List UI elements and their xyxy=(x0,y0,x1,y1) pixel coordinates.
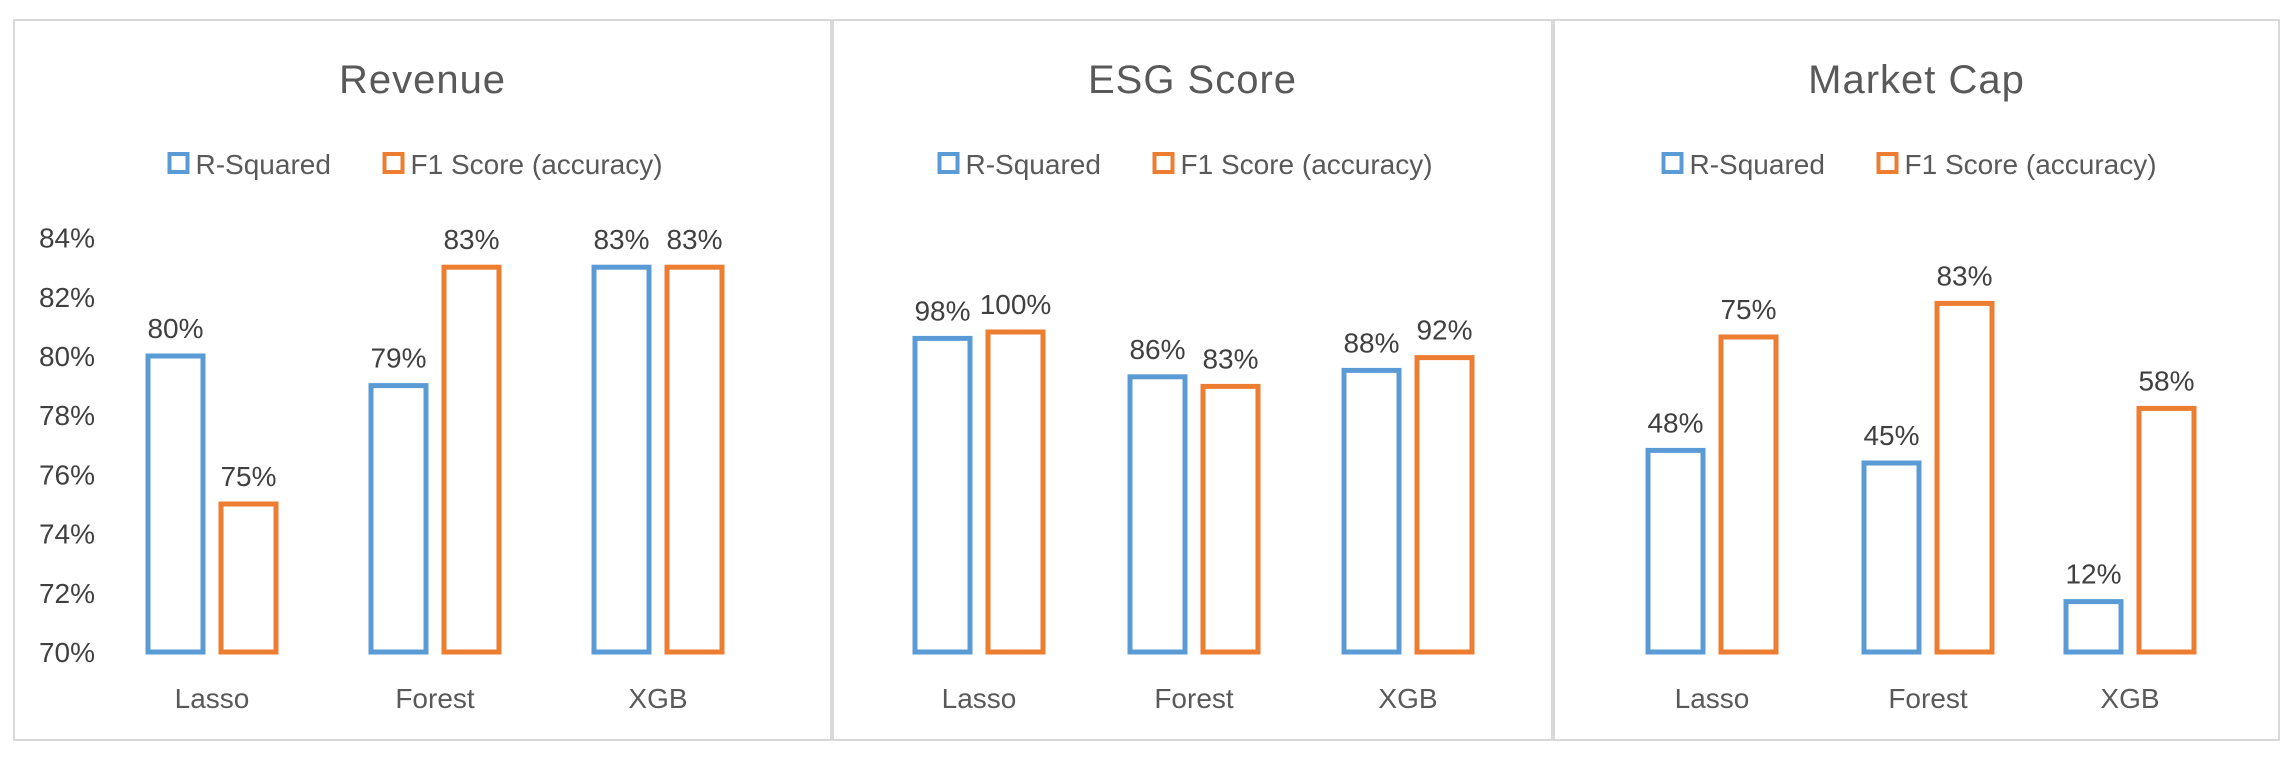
panel-title: Market Cap xyxy=(1808,58,2025,102)
data-label: 48% xyxy=(1647,407,1703,438)
bar-xgb-r-squared xyxy=(2063,599,2124,655)
bar-forest-r-squared xyxy=(1861,460,1922,655)
y-tick-label: 80% xyxy=(39,341,95,372)
data-label: 88% xyxy=(1343,327,1399,358)
category-label-forest: Forest xyxy=(1888,683,1968,714)
category-label-lasso: Lasso xyxy=(175,683,250,714)
bar-xgb-r-squared xyxy=(591,264,652,655)
bar-xgb-f1-score-accuracy xyxy=(664,264,725,655)
y-tick-label: 70% xyxy=(39,637,95,668)
category-label-lasso: Lasso xyxy=(1675,683,1750,714)
panel-esg-score: ESG Score R-Squared F1 Score (accuracy) 98%… xyxy=(832,19,1553,741)
legend-swatch-f1-score-accuracy xyxy=(1876,152,1899,174)
data-label: 98% xyxy=(914,295,970,326)
y-tick-label: 76% xyxy=(39,459,95,490)
panel-market-cap: Market Cap R-Squared F1 Score (accuracy) 48… xyxy=(1553,19,2280,741)
data-label: 79% xyxy=(370,343,426,374)
y-tick-label: 84% xyxy=(39,223,95,254)
y-tick-label: 72% xyxy=(39,578,95,609)
bar-forest-f1-score-accuracy xyxy=(1200,383,1261,655)
legend-swatch-f1-score-accuracy xyxy=(382,152,405,174)
data-label: 83% xyxy=(593,224,649,255)
data-label: 83% xyxy=(443,224,499,255)
bar-lasso-r-squared xyxy=(912,335,973,655)
y-tick-label: 78% xyxy=(39,400,95,431)
bar-lasso-r-squared xyxy=(1645,447,1706,655)
data-label: 45% xyxy=(1863,420,1919,451)
category-label-xgb: XGB xyxy=(1378,683,1437,714)
legend-label-r-squared: R-Squared xyxy=(196,149,331,180)
legend-swatch-f1-score-accuracy xyxy=(1152,152,1175,174)
legend: R-Squared F1 Score (accuracy) xyxy=(937,149,1433,180)
data-label: 75% xyxy=(220,461,276,492)
y-axis: 84% 82% 80% 78% 76% 74% 72% 70% xyxy=(39,223,95,668)
bar-lasso-f1-score-accuracy xyxy=(1718,334,1779,655)
bar-lasso-r-squared xyxy=(145,353,206,655)
legend-swatch-r-squared xyxy=(167,152,190,174)
bar-forest-f1-score-accuracy xyxy=(441,264,502,655)
legend-label-f1-score-accuracy: F1 Score (accuracy) xyxy=(411,149,663,180)
data-label: 83% xyxy=(666,224,722,255)
legend: R-Squared F1 Score (accuracy) xyxy=(167,149,663,180)
legend-label-f1-score-accuracy: F1 Score (accuracy) xyxy=(1905,149,2157,180)
category-label-lasso: Lasso xyxy=(942,683,1017,714)
legend-label-r-squared: R-Squared xyxy=(1690,149,1825,180)
data-label: 83% xyxy=(1936,260,1992,291)
bar-forest-f1-score-accuracy xyxy=(1934,300,1995,655)
bar-xgb-f1-score-accuracy xyxy=(1414,355,1475,655)
data-label: 100% xyxy=(980,289,1052,320)
panel-title: ESG Score xyxy=(1088,58,1297,102)
legend-label-r-squared: R-Squared xyxy=(966,149,1101,180)
data-label: 75% xyxy=(1720,294,1776,325)
panel-title: Revenue xyxy=(339,58,506,102)
data-label: 86% xyxy=(1129,334,1185,365)
legend: R-Squared F1 Score (accuracy) xyxy=(1661,149,2157,180)
data-label: 58% xyxy=(2138,365,2194,396)
y-tick-label: 74% xyxy=(39,519,95,550)
bar-lasso-f1-score-accuracy xyxy=(985,329,1046,655)
bar-forest-r-squared xyxy=(368,383,429,655)
panel-revenue: Revenue R-Squared F1 Score (accuracy) 84% 82… xyxy=(13,19,832,741)
y-tick-label: 82% xyxy=(39,282,95,313)
category-label-forest: Forest xyxy=(395,683,475,714)
legend-label-f1-score-accuracy: F1 Score (accuracy) xyxy=(1181,149,1433,180)
category-label-forest: Forest xyxy=(1154,683,1234,714)
data-label: 83% xyxy=(1202,343,1258,374)
bar-lasso-f1-score-accuracy xyxy=(218,501,279,655)
bar-xgb-f1-score-accuracy xyxy=(2136,405,2197,655)
bar-forest-r-squared xyxy=(1127,374,1188,655)
legend-swatch-r-squared xyxy=(1661,152,1684,174)
data-label: 92% xyxy=(1416,315,1472,346)
data-label: 80% xyxy=(147,313,203,344)
legend-swatch-r-squared xyxy=(937,152,960,174)
category-label-xgb: XGB xyxy=(2100,683,2159,714)
bar-xgb-r-squared xyxy=(1341,367,1402,655)
category-label-xgb: XGB xyxy=(628,683,687,714)
data-label: 12% xyxy=(2065,559,2121,590)
